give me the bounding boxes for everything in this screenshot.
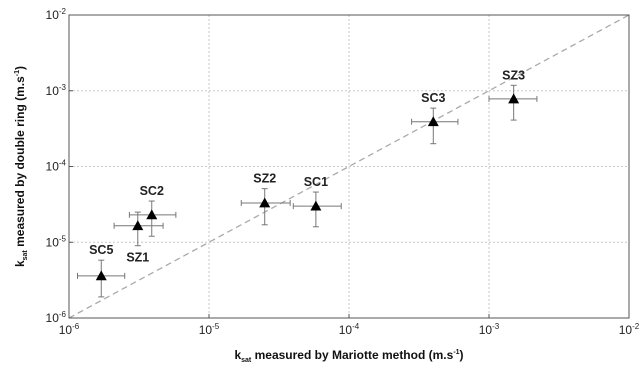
x-tick-label: 10-3 [479, 322, 500, 337]
one-to-one-line [68, 14, 630, 319]
data-point-sz2: SZ2 [240, 172, 291, 226]
triangle-marker [259, 197, 271, 208]
point-label: SC1 [304, 175, 328, 189]
y-tick-label: 10-4 [46, 159, 67, 174]
point-label: SZ2 [253, 172, 276, 186]
data-point-sz3: SZ3 [488, 68, 538, 121]
triangle-marker [132, 220, 144, 231]
point-label: SZ3 [502, 68, 525, 82]
x-tick-label: 10-2 [619, 322, 640, 337]
point-label: SC3 [421, 91, 445, 105]
data-point-sz1: SZ1 [113, 211, 164, 265]
data-point-sc5: SC5 [76, 243, 126, 298]
x-tick-label: 10-4 [339, 322, 360, 337]
y-tick-label: 10-2 [46, 7, 67, 22]
y-tick-labels: 10-6 10-5 10-4 10-3 10-2 [46, 7, 73, 325]
y-axis-label: ksat measured by double ring (m.s-1) [13, 66, 29, 267]
triangle-marker [146, 209, 158, 220]
point-label: SC5 [89, 243, 113, 257]
y-tick-label: 10-5 [46, 234, 67, 249]
reference-line [68, 14, 630, 319]
triangle-marker [508, 93, 520, 104]
data-points: SC5 SZ1 SC2 SZ2 SC1 SC3 SZ3 [76, 68, 538, 298]
y-tick-label: 10-3 [46, 83, 67, 98]
data-point-sc1: SC1 [292, 175, 342, 228]
point-label: SC2 [140, 184, 164, 198]
y-tick-label: 10-6 [46, 310, 67, 325]
x-tick-label: 10-5 [199, 322, 220, 337]
grid [69, 15, 629, 318]
point-label: SZ1 [126, 251, 149, 265]
data-point-sc2: SC2 [128, 184, 177, 237]
triangle-marker [310, 200, 322, 211]
x-axis-label: ksat measured by Mariotte method (m.s-1) [234, 348, 463, 364]
triangle-marker [427, 116, 439, 127]
x-tick-label: 10-6 [59, 322, 80, 337]
triangle-marker [95, 270, 107, 281]
data-point-sc3: SC3 [411, 91, 459, 145]
x-tick-labels: 10-6 10-5 10-4 10-3 10-2 [59, 314, 640, 337]
